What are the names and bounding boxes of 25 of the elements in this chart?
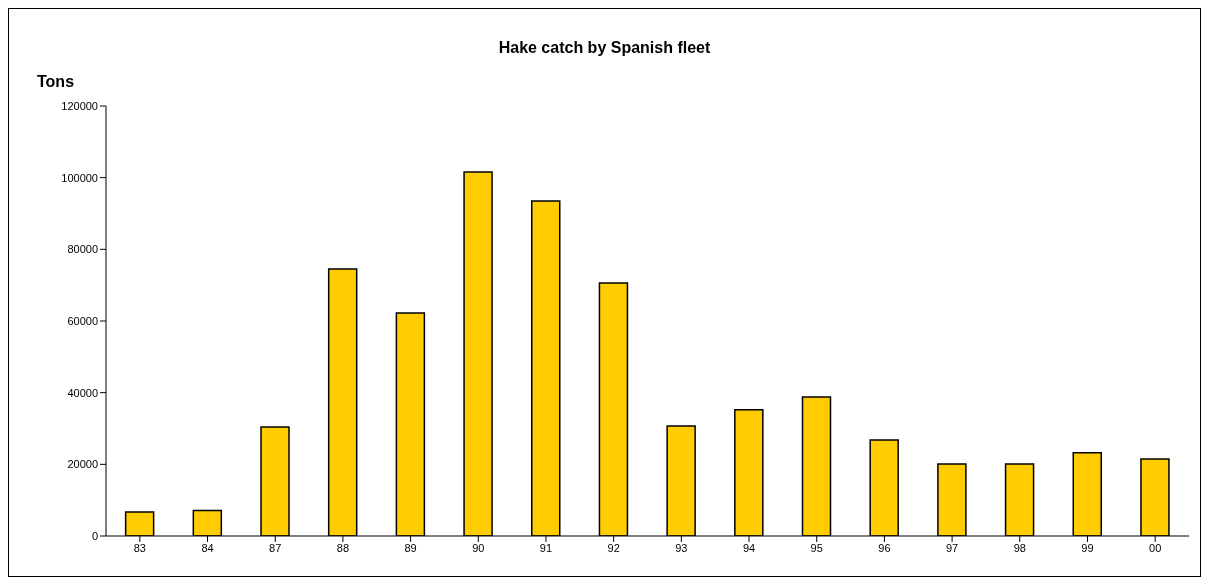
y-tick-label: 80000 <box>67 243 98 256</box>
y-tick-label: 40000 <box>67 386 98 399</box>
x-tick-label: 89 <box>404 541 417 554</box>
x-tick-label: 84 <box>201 541 214 554</box>
x-tick-label: 87 <box>269 541 282 554</box>
y-tick-label: 60000 <box>67 314 98 327</box>
y-tick-label: 0 <box>91 529 98 542</box>
x-tick-label: 88 <box>336 541 350 554</box>
x-tick-label: 91 <box>539 541 553 554</box>
x-tick-label: 97 <box>945 541 959 554</box>
y-tick-label: 120000 <box>61 99 98 112</box>
y-axis-title: Tons <box>37 73 75 91</box>
x-tick-label: 00 <box>1149 541 1162 554</box>
x-tick-label: 99 <box>1081 541 1094 554</box>
x-tick-label: 95 <box>810 541 823 554</box>
x-tick-label: 94 <box>742 541 756 554</box>
x-tick-label: 90 <box>472 541 485 554</box>
x-tick-label: 98 <box>1013 541 1026 554</box>
x-tick-label: 92 <box>607 541 620 554</box>
x-tick-label: 93 <box>675 541 688 554</box>
y-tick-label: 20000 <box>67 458 98 471</box>
chart-title: Hake catch by Spanish fleet <box>497 39 712 57</box>
x-tick-label: 83 <box>133 541 146 554</box>
y-tick-label: 100000 <box>61 171 98 184</box>
x-tick-label: 96 <box>878 541 891 554</box>
